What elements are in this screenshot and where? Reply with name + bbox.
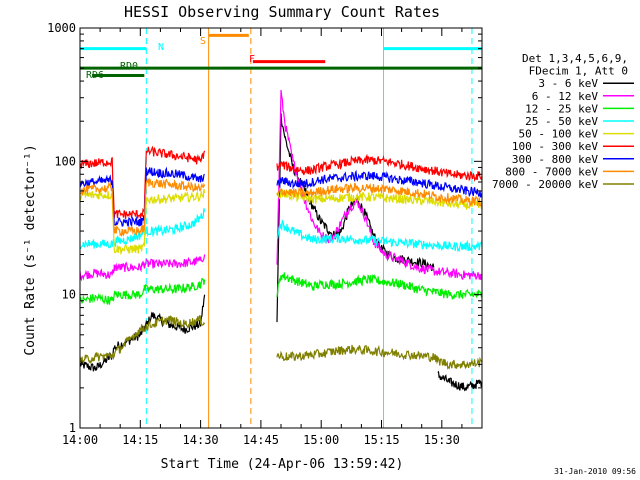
legend-entry-label-6: 300 - 800 keV — [512, 153, 598, 166]
series-line-7 — [79, 177, 483, 238]
legend-header-1: FDecim 1, Att 0 — [529, 65, 628, 78]
legend-entry-label-8: 7000 - 20000 keV — [492, 178, 598, 191]
legend-entry-label-4: 50 - 100 keV — [519, 128, 599, 141]
y-tick-label-0: 1 — [69, 421, 76, 435]
x-tick-label-5: 15:15 — [363, 433, 399, 447]
y-axis-label: Count Rate (s⁻¹ detector⁻¹) — [23, 144, 38, 355]
series-line-3 — [79, 208, 483, 253]
legend: Det 1,3,4,5,6,9,FDecim 1, Att 03 - 6 keV… — [492, 52, 634, 191]
legend-header-0: Det 1,3,4,5,6,9, — [522, 52, 628, 65]
plot-area: N S F RD0 RD6 1 10 100 1000 14:00 14:15 14:30 14:45 1… — [47, 21, 483, 447]
series-line-4 — [79, 188, 483, 256]
x-axis-label: Start Time (24-Apr-06 13:59:42) — [161, 457, 404, 472]
footer-timestamp: 31-Jan-2010 09:56 — [554, 467, 636, 476]
legend-entry-label-2: 12 - 25 keV — [525, 102, 598, 115]
series-line-2 — [79, 272, 483, 305]
legend-entry-label-0: 3 - 6 keV — [538, 77, 598, 90]
legend-entry-label-1: 6 - 12 keV — [532, 90, 599, 103]
flag-label-0: N — [158, 42, 164, 53]
y-tick-label-1: 10 — [62, 288, 76, 302]
series-line-0 — [79, 113, 483, 392]
x-tick-label-1: 14:15 — [122, 433, 158, 447]
y-tick-label-3: 1000 — [47, 21, 76, 35]
legend-entry-label-3: 25 - 50 keV — [525, 115, 598, 128]
y-tick-label-2: 100 — [54, 154, 76, 168]
x-tick-label-2: 14:30 — [183, 433, 219, 447]
x-tick-label-4: 15:00 — [303, 433, 339, 447]
chart-title: HESSI Observing Summary Count Rates — [124, 3, 440, 21]
flag-label-2: F — [249, 54, 255, 65]
flag-label-4: RD6 — [86, 70, 104, 81]
legend-entry-label-5: 100 - 300 keV — [512, 140, 598, 153]
x-tick-label-6: 15:30 — [424, 433, 460, 447]
x-tick-label-3: 14:45 — [243, 433, 279, 447]
series-line-8 — [79, 314, 483, 370]
flag-label-3: RD0 — [120, 61, 138, 72]
series-line-6 — [79, 166, 483, 228]
series-line-5 — [79, 145, 483, 219]
x-tick-label-0: 14:00 — [62, 433, 98, 447]
flag-label-1: S — [200, 36, 206, 47]
legend-entry-label-7: 800 - 7000 keV — [505, 165, 598, 178]
